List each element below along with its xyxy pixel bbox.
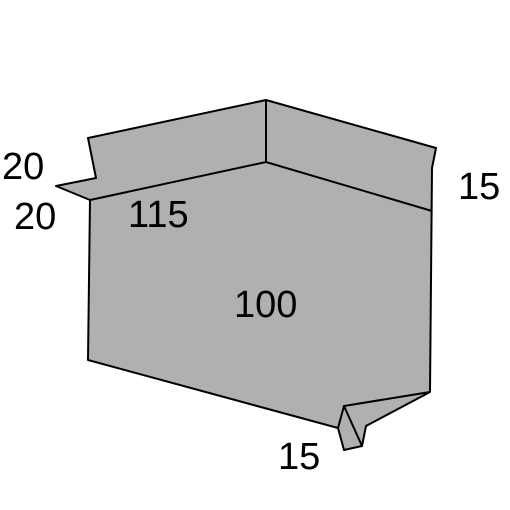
dimension-label-15-right: 15 [458, 168, 500, 206]
dimension-label-15-bottom: 15 [278, 438, 320, 476]
dimension-label-20-lower: 20 [14, 198, 56, 236]
dimension-label-100: 100 [234, 286, 297, 324]
diagram-container: 20 20 115 15 100 15 [0, 0, 510, 510]
profile-shape [56, 100, 436, 450]
dimension-label-115: 115 [128, 196, 189, 234]
profile-drawing [0, 0, 510, 510]
dimension-label-20-upper: 20 [2, 148, 44, 186]
